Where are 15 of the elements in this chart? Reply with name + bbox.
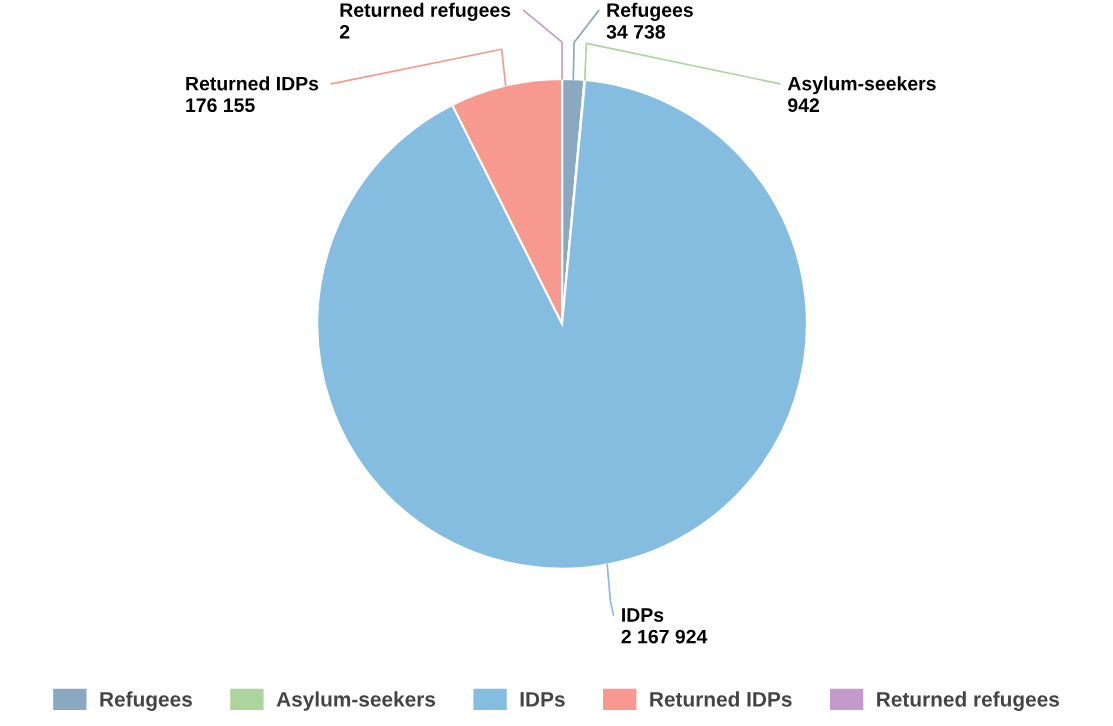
legend-label: Refugees xyxy=(100,691,192,711)
legend-label: IDPs xyxy=(520,692,565,707)
legend-label: Returned IDPs xyxy=(650,691,792,707)
legend-label: Asylum-seekers xyxy=(276,691,436,711)
data-label: 176 155 xyxy=(186,98,255,113)
data-label: 2 167 924 xyxy=(621,629,708,644)
slice-label: IDPs xyxy=(622,608,664,622)
data-label: 2 xyxy=(339,24,350,39)
slice-label: Returned IDPs xyxy=(186,76,319,91)
data-label: 34 738 xyxy=(606,24,666,39)
slice-label: Returned refugees xyxy=(340,2,511,21)
legend-label: Returned refugees xyxy=(877,691,1059,711)
slice-label: Refugees xyxy=(607,2,693,21)
data-label: 942 xyxy=(788,98,819,113)
slice-label: Asylum-seekers xyxy=(787,76,936,95)
